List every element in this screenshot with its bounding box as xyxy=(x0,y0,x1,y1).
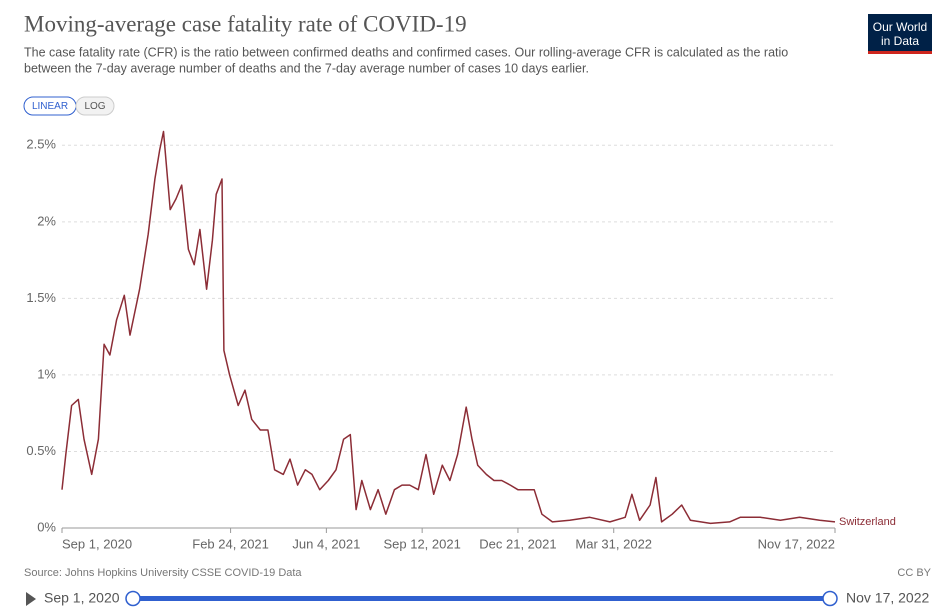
source: Source: Johns Hopkins University CSSE CO… xyxy=(24,567,302,579)
x-tick-label: Feb 24, 2021 xyxy=(192,536,269,551)
timeline-start: Sep 1, 2020 xyxy=(44,590,120,606)
timeline-bar[interactable] xyxy=(133,596,830,601)
y-tick-label: 2.5% xyxy=(26,137,56,152)
x-tick-label: Dec 21, 2021 xyxy=(479,536,556,551)
logo-box[interactable] xyxy=(868,14,932,54)
subtitle-line: between the 7-day average number of deat… xyxy=(24,61,589,75)
x-tick-label: Mar 31, 2022 xyxy=(575,536,652,551)
play-button[interactable] xyxy=(26,592,36,606)
y-tick-label: 0% xyxy=(37,519,56,534)
logo-text: in Data xyxy=(881,34,919,48)
subtitle-line: The case fatality rate (CFR) is the rati… xyxy=(24,45,788,59)
x-tick-label: Jun 4, 2021 xyxy=(292,536,360,551)
timeline-handle[interactable] xyxy=(822,590,838,607)
logo-bar xyxy=(868,51,932,54)
chart-title: Moving-average case fatality rate of COV… xyxy=(24,11,467,36)
linear-button-label: LINEAR xyxy=(32,101,68,112)
y-tick-label: 1% xyxy=(37,366,56,381)
logo-text: Our World xyxy=(873,20,927,34)
y-tick-label: 0.5% xyxy=(26,443,56,458)
timeline-handle[interactable] xyxy=(125,590,141,607)
y-tick-label: 2% xyxy=(37,213,56,228)
timeline-end: Nov 17, 2022 xyxy=(846,590,929,606)
x-tick-label: Sep 12, 2021 xyxy=(383,536,460,551)
x-tick-label: Nov 17, 2022 xyxy=(758,536,835,551)
license: CC BY xyxy=(897,567,931,579)
x-tick-label: Sep 1, 2020 xyxy=(62,536,132,551)
series-label: Switzerland xyxy=(839,516,896,528)
log-button-label: LOG xyxy=(84,101,105,112)
series-line xyxy=(61,130,836,525)
log-button[interactable] xyxy=(75,96,115,116)
y-tick-label: 1.5% xyxy=(26,290,56,305)
